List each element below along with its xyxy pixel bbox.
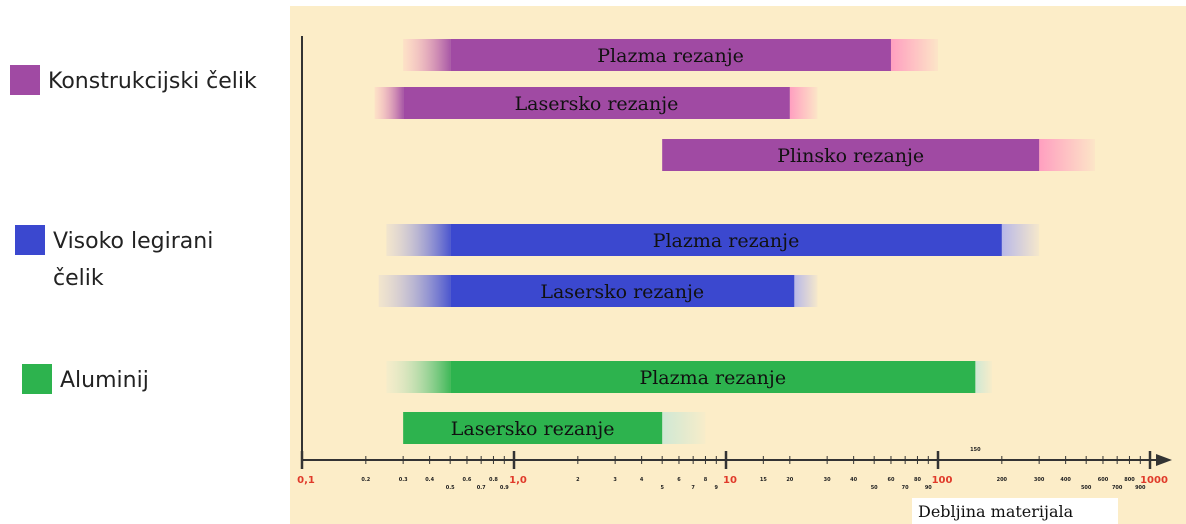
x-tick-label-minor: 50 — [871, 485, 878, 491]
bar-fade-right — [890, 39, 938, 71]
legend-label: Konstrukcijski čelik — [48, 69, 257, 94]
bar — [450, 224, 1002, 256]
x-tick-label-minor: 2 — [576, 477, 580, 483]
bar-fade-left — [386, 224, 451, 256]
x-tick-label-major: 0,1 — [297, 475, 315, 486]
x-tick-label-major: 10 — [723, 475, 737, 486]
x-tick-label-minor: 600 — [1098, 477, 1109, 483]
bar-fade-right — [1001, 224, 1040, 256]
bar-label: Lasersko rezanje — [451, 418, 615, 440]
x-tick-label-minor: 3 — [613, 477, 617, 483]
bar-label: Plinsko rezanje — [777, 145, 924, 167]
bar — [403, 87, 790, 119]
x-tick-label-minor: 0.3 — [399, 477, 408, 483]
bar — [662, 139, 1040, 171]
x-tick-label-major: 100 — [932, 475, 953, 486]
x-tick-label-minor: 20 — [786, 477, 793, 483]
x-tick-label-minor: 4 — [640, 477, 644, 483]
bar-fade-left — [403, 39, 451, 71]
bar-label: Plazma rezanje — [653, 230, 800, 252]
legend-swatch — [10, 65, 40, 95]
bar — [403, 412, 663, 444]
bar-label: Plazma rezanje — [597, 45, 744, 67]
x-tick-label-minor: 0.5 — [446, 485, 455, 491]
legend-swatch — [15, 225, 45, 255]
bar-label: Plazma rezanje — [639, 367, 786, 389]
bar-fade-left — [378, 275, 451, 307]
x-tick-label-extra: 150 — [970, 447, 981, 453]
x-tick-label-minor: 0.6 — [463, 477, 472, 483]
bars: Plazma rezanje Lasersko rezanje Plinsko re… — [374, 39, 1095, 444]
bar-fade-right — [975, 361, 993, 393]
x-tick-label-minor: 70 — [902, 485, 909, 491]
x-tick-label-minor: 900 — [1135, 485, 1146, 491]
x-tick-label-minor: 30 — [824, 477, 831, 483]
legend-label: čelik — [53, 266, 104, 291]
x-tick-label-minor: 90 — [925, 485, 932, 491]
x-tick-label-minor: 9 — [715, 485, 719, 491]
x-axis-label-background — [912, 498, 1118, 524]
x-tick-label-minor: 300 — [1034, 477, 1045, 483]
x-tick-label-minor: 0.4 — [425, 477, 434, 483]
bar-label: Lasersko rezanje — [515, 93, 679, 115]
x-axis-arrow — [1156, 454, 1172, 466]
x-tick-label-minor: 7 — [691, 485, 695, 491]
x-tick-label-minor: 8 — [704, 477, 708, 483]
x-tick-label-minor: 80 — [914, 477, 921, 483]
legend: Konstrukcijski čelik Visoko legirani čelik… — [10, 65, 257, 394]
bar-label: Lasersko rezanje — [540, 281, 704, 303]
x-tick-label-minor: 6 — [677, 477, 681, 483]
x-tick-label-minor: 0.2 — [361, 477, 370, 483]
x-tick-label-minor: 15 — [760, 477, 767, 483]
x-tick-label-minor: 5 — [660, 485, 664, 491]
bar — [450, 39, 891, 71]
x-tick-label-major: 1000 — [1140, 475, 1168, 486]
x-tick-label-minor: 800 — [1124, 477, 1135, 483]
x-tick-label-major: 1,0 — [509, 475, 527, 486]
x-tick-label-minor: 0.8 — [489, 477, 498, 483]
x-tick-label-minor: 40 — [850, 477, 857, 483]
legend-swatch — [22, 364, 52, 394]
axes: 0,1 1,0 10 100 1000 0.2 0.3 0.4 0.6 0.8 2 3 4 6 8 15 20 3… — [297, 36, 1172, 491]
bar-fade-right — [794, 275, 818, 307]
legend-label: Visoko legirani — [53, 229, 213, 254]
bar-fade-right — [1039, 139, 1095, 171]
x-tick-label-minor: 60 — [887, 477, 894, 483]
x-tick-label-minor: 400 — [1060, 477, 1071, 483]
x-tick-label-minor: 0.9 — [500, 485, 509, 491]
legend-label: Aluminij — [60, 368, 149, 393]
x-tick-label-minor: 500 — [1081, 485, 1092, 491]
bar-fade-right — [662, 412, 706, 444]
bar-fade-right — [789, 87, 818, 119]
bar — [450, 275, 795, 307]
x-tick-label-minor: 700 — [1112, 485, 1123, 491]
bar — [450, 361, 976, 393]
x-tick-label-minor: 200 — [997, 477, 1008, 483]
bar-fade-left — [374, 87, 404, 119]
x-tick-label-minor: 0.7 — [477, 485, 486, 491]
plot-background — [290, 6, 1186, 524]
x-axis-label: Debljina materijala — [918, 502, 1074, 521]
bar-fade-left — [386, 361, 451, 393]
